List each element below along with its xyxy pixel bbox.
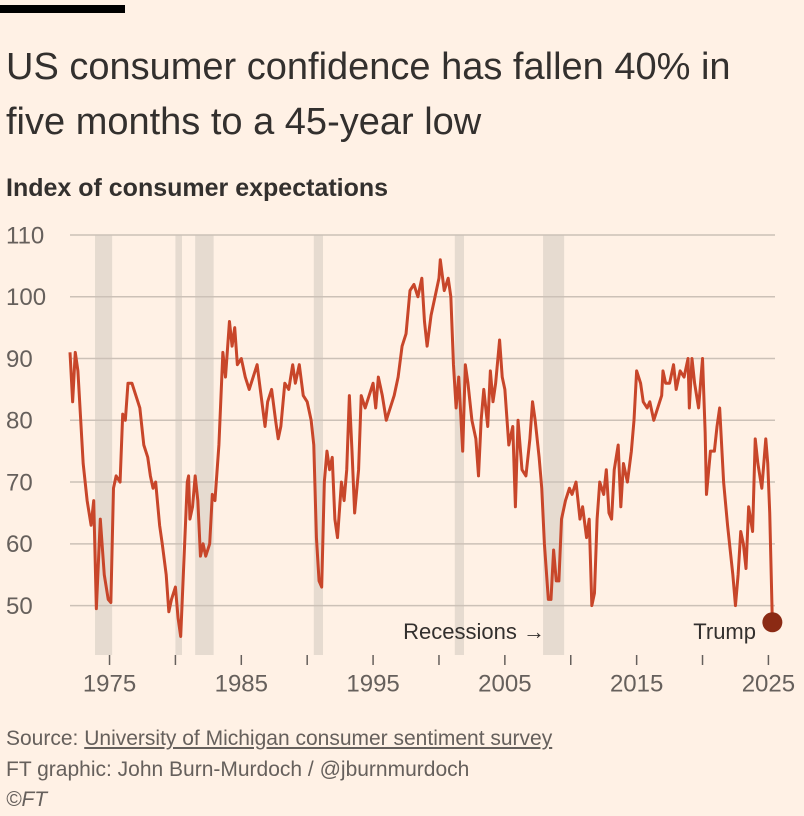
y-tick-label: 50	[6, 593, 33, 620]
x-tick-label: 2025	[742, 670, 795, 697]
y-tick-label: 100	[6, 284, 46, 311]
x-tick-label: 2015	[610, 670, 663, 697]
y-tick-label: 70	[6, 469, 33, 496]
credit: FT graphic: John Burn-Murdoch / @jburnmu…	[6, 758, 470, 781]
x-tick-label: 1975	[83, 670, 136, 697]
recession-band	[543, 235, 565, 655]
x-tick-label: 2005	[478, 670, 531, 697]
chart-subtitle: Index of consumer expectations	[6, 174, 389, 202]
y-tick-label: 80	[6, 408, 33, 435]
chart-title: US consumer confidence has fallen 40% in…	[6, 46, 731, 143]
x-tick-label: 1985	[215, 670, 268, 697]
annotation: Trump	[693, 619, 756, 644]
y-tick-label: 110	[6, 222, 44, 249]
y-tick-label: 60	[6, 531, 33, 558]
source-label: Source:	[6, 727, 79, 750]
x-tick-label: 1995	[346, 670, 399, 697]
annotation: Recessions →	[403, 619, 545, 644]
recession-band	[175, 235, 183, 655]
source: Source: University of Michigan consumer …	[6, 727, 552, 751]
y-tick-label: 90	[6, 346, 33, 373]
latest-point	[762, 612, 783, 633]
data-line	[68, 258, 774, 638]
recession-band	[454, 235, 465, 655]
copyright: ©FT	[6, 788, 48, 811]
top-bar	[0, 5, 125, 13]
recession-band	[313, 235, 324, 655]
source-link[interactable]: University of Michigan consumer sentimen…	[84, 727, 553, 750]
recession-band	[195, 235, 214, 655]
